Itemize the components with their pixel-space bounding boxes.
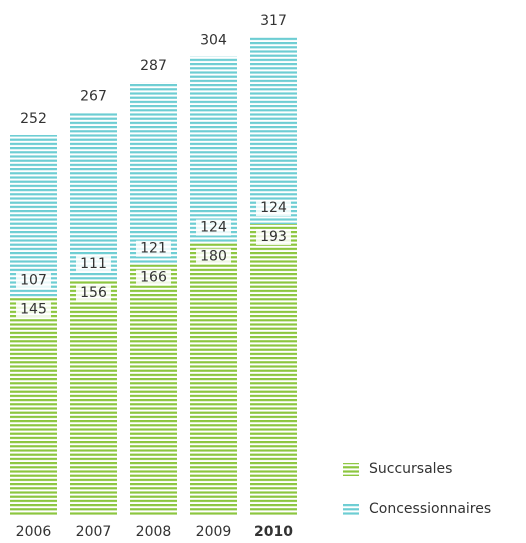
data-label: 166 <box>140 270 167 286</box>
data-label: 156 <box>80 285 107 301</box>
bar-segment <box>130 264 177 515</box>
legend-swatch <box>343 503 359 516</box>
data-label: 124 <box>260 200 287 216</box>
label-bg <box>136 269 171 286</box>
x-tick-label: 2007 <box>76 524 112 540</box>
x-tick-label: 2006 <box>16 524 52 540</box>
data-label: 180 <box>200 249 227 265</box>
legend-swatch <box>343 463 359 476</box>
total-label: 304 <box>200 33 227 49</box>
legend-label: Concessionnaires <box>369 501 491 517</box>
bar-segment <box>190 243 237 515</box>
data-label: 145 <box>20 301 47 317</box>
bar-segment <box>130 82 177 265</box>
data-label: 121 <box>140 241 167 257</box>
label-bg <box>256 228 291 245</box>
total-label: 287 <box>140 58 167 74</box>
label-bg <box>16 301 51 318</box>
label-bg <box>196 248 231 265</box>
bar-segment <box>10 135 57 297</box>
bar-segment <box>190 56 237 244</box>
x-tick-label: 2010 <box>254 524 293 540</box>
label-bg <box>136 240 171 257</box>
total-label: 252 <box>20 111 47 127</box>
total-label: 267 <box>80 88 107 104</box>
data-label: 107 <box>20 272 47 288</box>
bar-segment <box>70 279 117 515</box>
bar-segment <box>10 296 57 515</box>
bar-segment <box>70 112 117 280</box>
bar-segment <box>250 37 297 224</box>
label-bg <box>76 284 111 301</box>
data-label: 193 <box>260 229 287 245</box>
label-bg <box>256 199 291 216</box>
x-tick-label: 2008 <box>136 524 172 540</box>
bar-segment <box>250 223 297 516</box>
legend-label: Succursales <box>369 461 452 477</box>
label-bg <box>16 272 51 289</box>
data-label: 124 <box>200 220 227 236</box>
label-bg <box>76 255 111 272</box>
x-tick-label: 2009 <box>196 524 232 540</box>
total-label: 317 <box>260 13 287 29</box>
label-bg <box>196 219 231 236</box>
data-label: 111 <box>80 256 107 272</box>
